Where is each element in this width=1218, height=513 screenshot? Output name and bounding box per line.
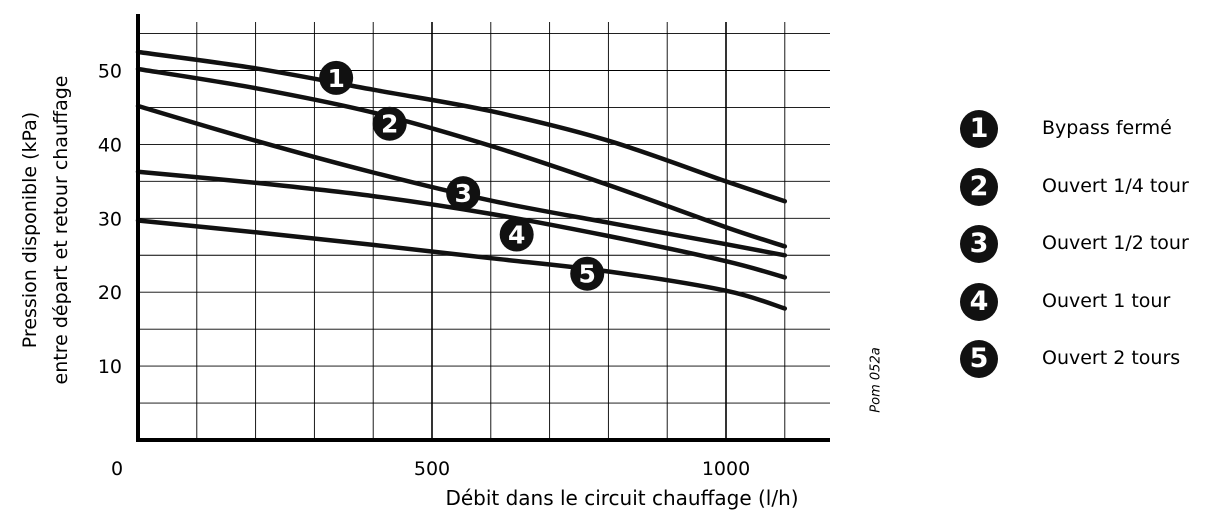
y-tick-label: 20 — [98, 282, 122, 304]
y-tick-label: 40 — [98, 134, 122, 156]
legend: 1 Bypass fermé 2 Ouvert 1/4 tour 3 Ouver… — [958, 108, 1213, 396]
series-marker-label-4: 4 — [508, 221, 525, 250]
series-marker-2 — [372, 106, 407, 141]
grid — [138, 22, 830, 440]
legend-label-2: Ouvert 1/4 tour — [1042, 174, 1189, 197]
axes — [136, 14, 830, 442]
series-marker-3 — [446, 176, 481, 211]
legend-marker-1: 1 — [960, 110, 998, 148]
legend-label-3: Ouvert 1/2 tour — [1042, 232, 1189, 254]
series-marker-1 — [319, 60, 354, 95]
figure-reference-code: Pom 052a — [868, 347, 884, 413]
y-axis-label-line-1: Pression disponible (kPa) — [19, 112, 41, 348]
legend-item-3: 3 Ouvert 1/2 tour — [958, 223, 1213, 281]
series-line-4 — [135, 169, 788, 280]
x-tick-label: 0 — [111, 458, 123, 480]
series-marker-4 — [499, 217, 534, 252]
y-tick-label: 50 — [98, 61, 122, 83]
series-marker-label-2: 2 — [381, 110, 398, 139]
series-marker-label-3: 3 — [454, 179, 471, 208]
y-tick-label: 30 — [98, 208, 122, 230]
series-line-1 — [135, 49, 788, 204]
legend-item-2: 2 Ouvert 1/4 tour — [958, 166, 1213, 224]
legend-marker-2: 2 — [960, 167, 998, 206]
x-axis-label: Débit dans le circuit chauffage (l/h) — [445, 486, 798, 510]
y-axis-label-line-2: entre départ et retour chauffage — [50, 76, 72, 385]
legend-item-1: 1 Bypass fermé — [958, 108, 1213, 166]
series-marker-label-5: 5 — [579, 260, 596, 289]
legend-item-4: 4 Ouvert 1 tour — [958, 281, 1213, 339]
legend-item-5: 5 Ouvert 2 tours — [958, 338, 1213, 396]
legend-marker-4: 4 — [960, 282, 998, 321]
legend-label-5: Ouvert 2 tours — [1042, 347, 1181, 369]
legend-label-4: Ouvert 1 tour — [1042, 289, 1171, 312]
series-line-2 — [135, 66, 788, 249]
series-marker-5 — [570, 256, 605, 291]
series-line-5 — [135, 218, 788, 311]
series-markers: 1 2 3 4 5 — [319, 60, 605, 291]
y-tick-label: 10 — [98, 356, 122, 378]
legend-marker-3: 3 — [960, 225, 998, 263]
x-tick-label: 500 — [414, 458, 450, 480]
x-tick-label: 1000 — [702, 458, 750, 480]
legend-label-1: Bypass fermé — [1042, 117, 1172, 139]
series-marker-label-1: 1 — [327, 64, 344, 93]
legend-marker-5: 5 — [960, 340, 998, 378]
